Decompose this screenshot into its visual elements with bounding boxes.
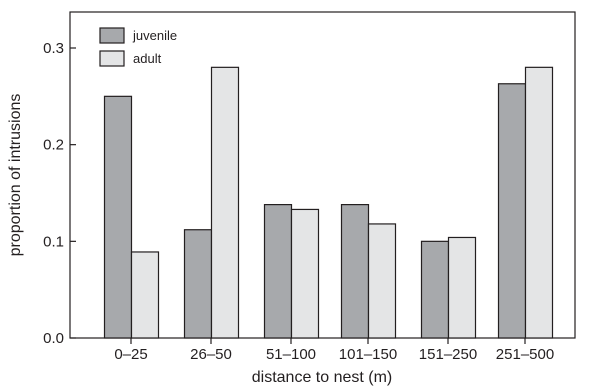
bar-adult-2	[290, 208, 320, 339]
x-tick-label: 151–250	[419, 346, 477, 363]
bar-juvenile-1	[183, 229, 213, 339]
x-tick-label: 101–150	[339, 346, 397, 363]
plot-area	[69, 11, 576, 339]
bar-adult-3	[367, 223, 397, 339]
y-axis: 0.0 0.1 0.2 0.3	[43, 40, 76, 347]
y-tick-label: 0.2	[43, 137, 64, 154]
bar-juvenile-0	[103, 95, 133, 339]
legend-label-adult: adult	[133, 51, 162, 66]
y-tick-label: 0.3	[43, 40, 64, 57]
bar-juvenile-4	[420, 240, 450, 339]
legend: juvenile adult	[99, 27, 177, 67]
bar-adult-0	[130, 251, 160, 339]
bar-adult-5	[524, 66, 554, 339]
x-axis-label: distance to nest (m)	[252, 369, 393, 386]
bar-adult-1	[210, 66, 240, 339]
x-tick-label: 0–25	[114, 346, 147, 363]
bar-juvenile-3	[340, 204, 370, 339]
bar-juvenile-5	[497, 83, 527, 339]
legend-label-juvenile: juvenile	[132, 28, 177, 43]
legend-swatch-juvenile	[99, 27, 125, 44]
bar-juvenile-2	[263, 204, 293, 339]
bars	[103, 66, 554, 339]
legend-swatch-adult	[99, 50, 125, 67]
y-tick-label: 0.0	[43, 330, 64, 347]
x-axis: 0–25 26–50 51–100 101–150 151–250 251–500	[114, 338, 554, 363]
y-axis-label: proportion of intrusions	[7, 94, 24, 257]
y-tick-label: 0.1	[43, 233, 64, 250]
x-tick-label: 26–50	[190, 346, 232, 363]
x-tick-label: 251–500	[496, 346, 554, 363]
bar-adult-4	[447, 236, 477, 339]
plot-frame	[69, 11, 576, 339]
x-tick-label: 51–100	[266, 346, 316, 363]
